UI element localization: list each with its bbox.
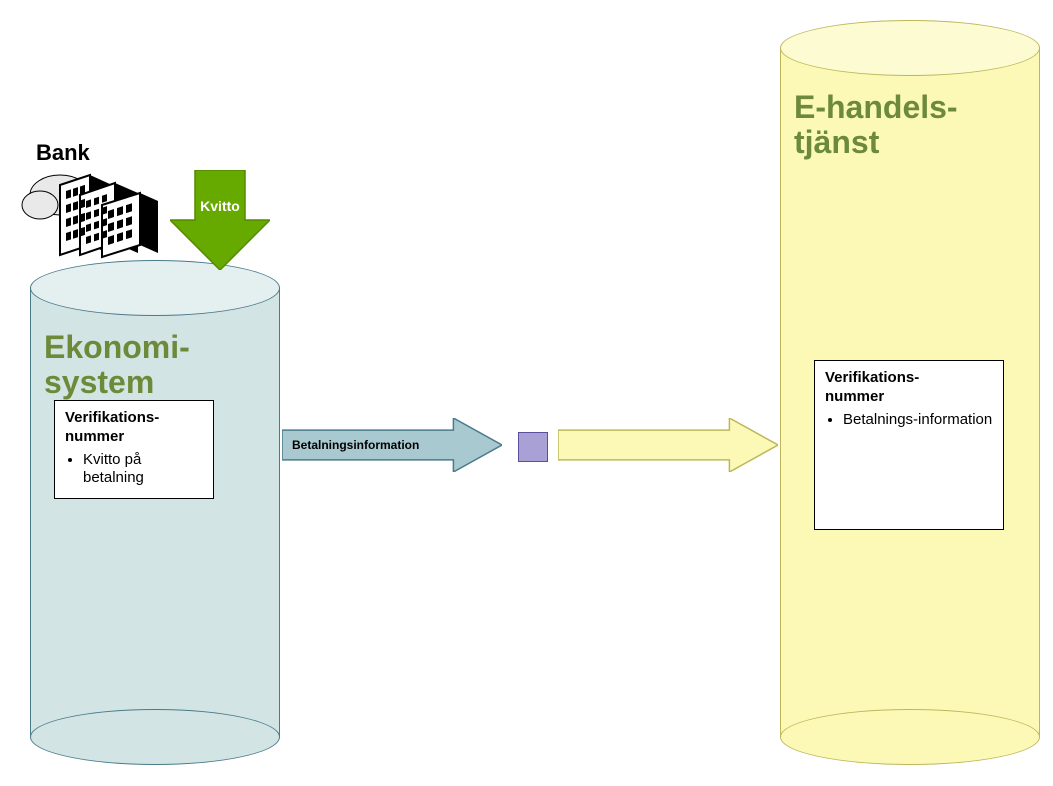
info-box-list: Kvitto på betalning [65,451,203,489]
payment-info-arrow: Betalningsinformation [282,418,502,472]
kvitto-arrow-label: Kvitto [170,198,270,214]
info-box-header: Verifikations-nummer [825,369,993,407]
cylinder-title: E-handels-tjänst [794,90,958,160]
info-box-header: Verifikations-nummer [65,409,203,447]
info-box: Verifikations-nummer Kvitto på betalning [54,400,214,499]
kvitto-down-arrow: Kvitto [170,170,270,270]
info-box-item: Kvitto på betalning [83,451,203,489]
bank-label: Bank [36,140,90,166]
cylinder-title: Ekonomi-system [44,330,190,400]
connector-square [518,432,548,462]
bank-buildings-icon [20,165,160,265]
info-box: Verifikations-nummer Betalnings-informati… [814,360,1004,530]
info-box-item: Betalnings-information [843,411,993,430]
economy-system-cylinder: Ekonomi-system [30,260,280,765]
info-box-list: Betalnings-information [825,411,993,430]
forward-arrow [558,418,778,472]
arrow-label: Betalningsinformation [292,438,419,452]
